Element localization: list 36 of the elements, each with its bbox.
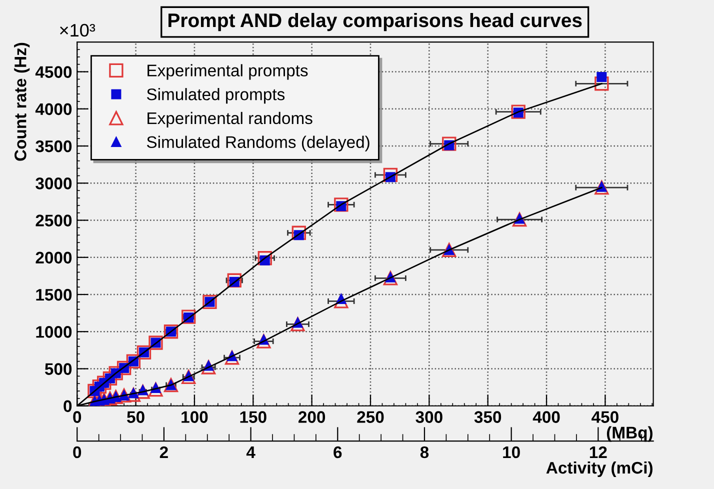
- x2-tick-label: 2: [160, 446, 168, 458]
- x-axis-title: (MBq): [606, 426, 652, 442]
- legend-label: Simulated prompts: [146, 88, 285, 104]
- x2-tick-label: 6: [334, 446, 342, 458]
- y-tick-label: 1500: [36, 288, 72, 301]
- legend-label: Experimental prompts: [148, 64, 308, 80]
- y-tick-label: 4000: [35, 103, 72, 116]
- y-tick-label: 3000: [36, 178, 72, 190]
- y-axis-title: Count rate (Hz): [14, 42, 30, 161]
- x-tick-label: 100: [182, 411, 208, 423]
- y-tick-label: 0: [64, 400, 72, 412]
- x-tick-label: 450: [592, 411, 618, 423]
- x-tick-label: 50: [127, 411, 144, 423]
- x-tick-label: 150: [240, 411, 266, 423]
- y-tick-label: 2000: [36, 252, 72, 264]
- x-tick-label: 0: [73, 411, 82, 423]
- x-tick-label: 400: [532, 411, 560, 423]
- y-tick-label: 4500: [35, 66, 72, 78]
- x2-tick-label: 10: [503, 446, 520, 458]
- x-tick-label: 200: [298, 411, 326, 423]
- x-tick-label: 250: [357, 411, 384, 423]
- x2-tick-label: 0: [73, 446, 82, 458]
- y-tick-label: 2500: [36, 214, 72, 226]
- y-tick-label: 500: [44, 363, 72, 375]
- x2-tick-label: 8: [420, 446, 429, 458]
- x2-axis-title: Activity (mCi): [546, 461, 652, 478]
- x2-tick-label: 12: [590, 446, 607, 458]
- chart-title: Prompt AND delay comparisons head curves: [168, 12, 582, 32]
- x-tick-label: 350: [474, 411, 502, 423]
- x-tick-label: 300: [416, 411, 442, 423]
- y-tick-label: 3500: [36, 140, 72, 152]
- text: ×10³: [60, 24, 96, 37]
- y-tick-label: 1000: [36, 326, 72, 338]
- legend-label: Experimental randoms: [148, 112, 312, 128]
- x2-tick-label: 4: [246, 446, 256, 458]
- legend-label: Simulated Randoms (delayed): [146, 136, 370, 152]
